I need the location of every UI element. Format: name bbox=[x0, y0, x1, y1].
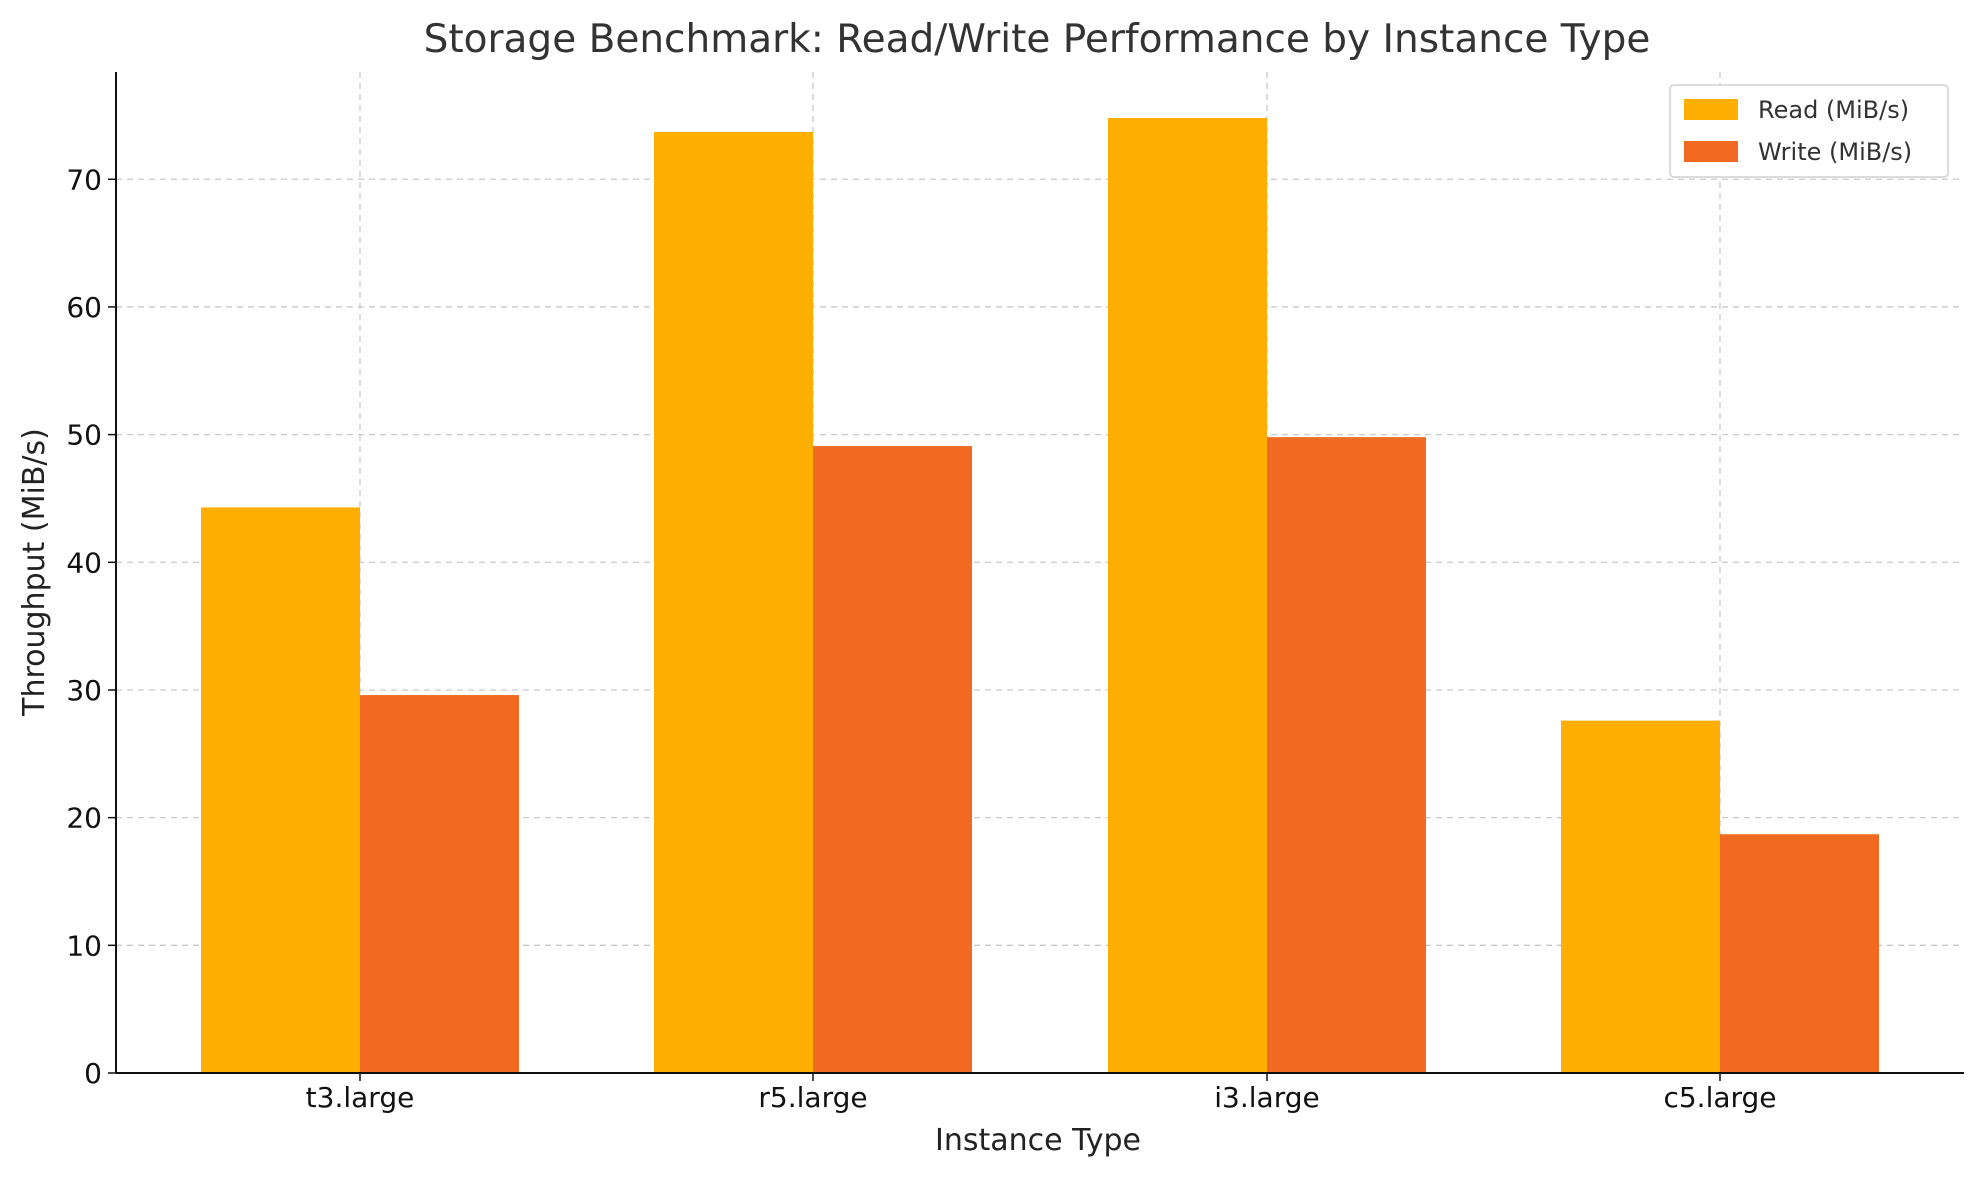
y-axis-label: Throughput (MiB/s) bbox=[17, 428, 52, 717]
legend: Read (MiB/s) Write (MiB/s) bbox=[1669, 84, 1949, 178]
x-tick-label: r5.large bbox=[758, 1081, 867, 1114]
bars bbox=[201, 117, 1879, 1074]
y-tick-label: 10 bbox=[66, 929, 102, 962]
bar-write bbox=[1267, 437, 1426, 1073]
legend-label-write: Write (MiB/s) bbox=[1758, 138, 1912, 166]
bar-write bbox=[1720, 834, 1879, 1073]
bar-read bbox=[1561, 720, 1720, 1073]
bar-read bbox=[1108, 117, 1267, 1073]
legend-swatch-read bbox=[1684, 99, 1738, 120]
x-tick-label: i3.large bbox=[1214, 1081, 1319, 1114]
legend-box bbox=[1669, 84, 1949, 178]
y-tick-label: 60 bbox=[66, 291, 102, 324]
y-tick-label: 0 bbox=[84, 1057, 102, 1090]
y-tick-label: 20 bbox=[66, 802, 102, 835]
x-tick-label: c5.large bbox=[1663, 1081, 1776, 1114]
bar-write bbox=[360, 695, 519, 1073]
tick-labels: 0 10 20 30 40 50 60 70 t3.large r5.large i3.large c… bbox=[66, 163, 1776, 1114]
y-tick-label: 40 bbox=[66, 546, 102, 579]
y-tick-label: 70 bbox=[66, 163, 102, 196]
bar-read bbox=[654, 132, 813, 1074]
chart-title: Storage Benchmark: Read/Write Performanc… bbox=[424, 17, 1651, 62]
y-tick-label: 30 bbox=[66, 674, 102, 707]
axes bbox=[108, 72, 1964, 1081]
y-tick-label: 50 bbox=[66, 419, 102, 452]
legend-label-read: Read (MiB/s) bbox=[1758, 96, 1909, 124]
bar-write bbox=[813, 446, 972, 1073]
legend-swatch-write bbox=[1684, 141, 1738, 162]
bar-read bbox=[201, 507, 360, 1074]
x-axis-label: Instance Type bbox=[935, 1123, 1141, 1158]
x-tick-label: t3.large bbox=[306, 1081, 415, 1114]
